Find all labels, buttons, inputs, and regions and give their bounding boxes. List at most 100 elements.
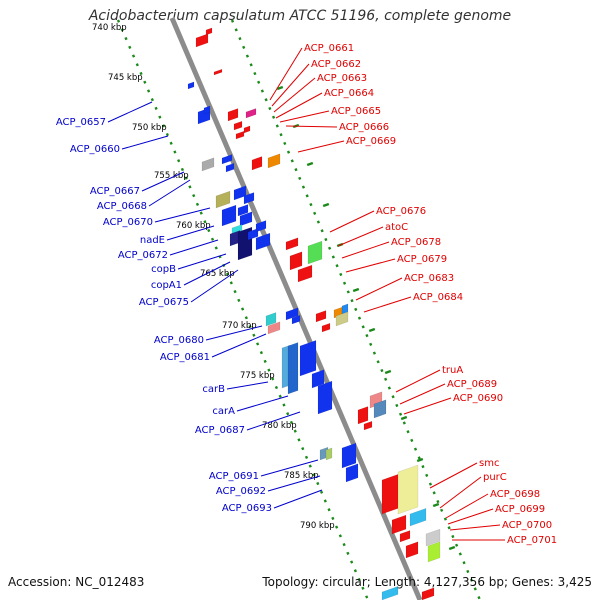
leader-line (267, 475, 321, 492)
gene-label-forward: smc (479, 458, 499, 469)
gene-feature (265, 312, 277, 327)
gene-feature (335, 311, 349, 327)
major-tick (306, 161, 314, 167)
gene-feature (315, 310, 327, 323)
gene-feature (243, 125, 251, 134)
gene-label-forward: ACP_0665 (331, 106, 381, 117)
gene-feature (215, 190, 231, 209)
gene-feature (373, 399, 387, 419)
gene-feature (221, 204, 237, 227)
leader-line (429, 462, 478, 489)
gene-feature (255, 220, 267, 233)
kbp-label: 790 kbp (300, 521, 335, 531)
gene-feature (345, 463, 359, 483)
gene-label-forward: ACP_0684 (413, 292, 463, 303)
gene-feature (195, 33, 209, 48)
kbp-label: 780 kbp (262, 421, 297, 431)
leader-line (205, 325, 263, 341)
leader-line (211, 333, 267, 358)
gene-label-reverse: ACP_0691 (209, 471, 259, 482)
leader-line (329, 210, 375, 233)
kbp-label: 770 kbp (222, 321, 257, 331)
leader-line (297, 140, 345, 153)
gene-label-forward: ACP_0664 (324, 88, 374, 99)
gene-label-forward: purC (483, 472, 507, 483)
gene-feature (311, 369, 325, 389)
gene-label-forward: ACP_0698 (490, 489, 540, 500)
gene-feature (291, 314, 301, 325)
gene-feature (187, 81, 195, 90)
gene-feature (425, 528, 441, 547)
gene-feature (299, 340, 317, 377)
gene-label-reverse: ACP_0681 (160, 352, 210, 363)
gene-feature (427, 541, 441, 563)
gene-feature (405, 541, 419, 559)
kbp-label: 760 kbp (176, 221, 211, 231)
gene-label-reverse: ACP_0660 (70, 144, 120, 155)
major-tick (352, 287, 360, 293)
major-tick (400, 415, 408, 421)
gene-label-forward: ACP_0700 (502, 520, 552, 531)
leader-line (395, 369, 441, 393)
leader-line (177, 253, 227, 270)
gene-feature (247, 228, 259, 241)
gene-feature (287, 342, 299, 395)
leader-line (279, 110, 330, 123)
leader-line (190, 269, 239, 303)
leader-line (107, 101, 153, 123)
gene-label-forward: ACP_0666 (339, 122, 389, 133)
leader-line (403, 397, 452, 415)
gene-feature (391, 514, 407, 535)
accession-label: Accession: NC_012483 (8, 575, 145, 589)
gene-label-forward: ACP_0669 (346, 136, 396, 147)
gene-label-reverse: ACP_0692 (216, 486, 266, 497)
gene-label-forward: ACP_0678 (391, 237, 441, 248)
gene-label-reverse: ACP_0667 (90, 186, 140, 197)
leader-line (236, 395, 289, 412)
kbp-label: 750 kbp (132, 123, 167, 133)
leader-line (271, 63, 310, 107)
gene-label-forward: ACP_0699 (495, 504, 545, 515)
leader-line (449, 524, 501, 531)
gene-feature (399, 530, 411, 543)
gene-feature (237, 204, 249, 217)
gene-label-reverse: ACP_0657 (56, 117, 106, 128)
gene-feature (381, 586, 399, 600)
gene-feature (203, 105, 211, 115)
leader-line (355, 277, 403, 301)
major-tick (432, 502, 440, 508)
tick-rail-inner (116, 19, 370, 600)
gene-label-forward: ACP_0689 (447, 379, 497, 390)
gene-label-reverse: ACP_0693 (222, 503, 272, 514)
leader-line (121, 135, 169, 150)
leader-line (273, 489, 323, 509)
kbp-label: 740 kbp (92, 23, 127, 33)
label-leaders (107, 47, 505, 541)
gene-feature (341, 442, 357, 469)
kbp-label: 765 kbp (200, 269, 235, 279)
gene-feature (397, 464, 419, 515)
leader-line (363, 296, 412, 313)
leader-line (148, 179, 191, 207)
gene-label-forward: ACP_0663 (317, 73, 367, 84)
gene-feature (297, 264, 313, 283)
leader-line (399, 383, 446, 405)
gene-label-reverse: ACP_0687 (195, 425, 245, 436)
gene-label-forward: truA (442, 365, 463, 376)
kbp-tick-labels: 740 kbp 745 kbp 750 kbp 755 kbp 760 kbp 765 k… (92, 23, 335, 531)
gene-label-forward: ACP_0701 (507, 535, 557, 546)
gene-label-forward: ACP_0683 (404, 273, 454, 284)
gene-feature (201, 157, 215, 172)
gene-feature (289, 251, 303, 271)
gene-feature (267, 153, 281, 169)
leader-line (447, 508, 494, 525)
gene-label-reverse: ACP_0675 (139, 297, 189, 308)
major-tick (322, 202, 330, 208)
gene-label-forward: ACP_0676 (376, 206, 426, 217)
leader-line (275, 92, 323, 119)
gene-feature (225, 162, 235, 173)
gene-label-reverse: ACP_0670 (103, 217, 153, 228)
leader-line (246, 411, 301, 431)
gene-feature (321, 322, 331, 333)
